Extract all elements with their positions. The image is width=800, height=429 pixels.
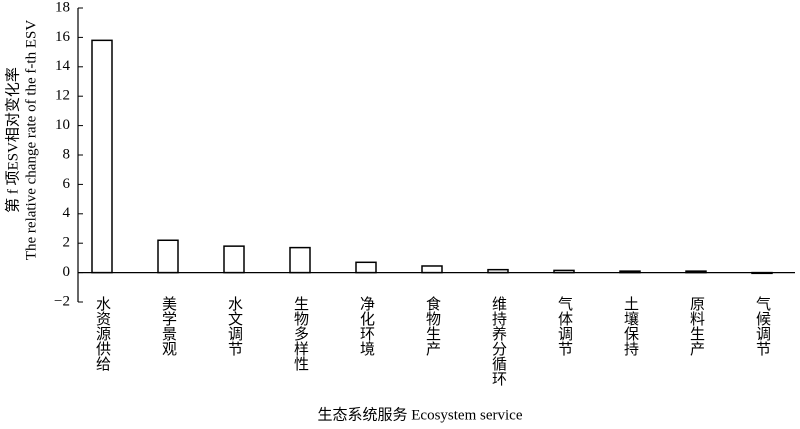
bar [421, 265, 443, 274]
y-axis-label: 第 f 项ESV相对变化率 [3, 67, 21, 213]
x-tick-label: 土壤保持 [622, 296, 639, 357]
y-tick-label: 2 [63, 235, 71, 251]
x-tick-label: 生物多样性 [292, 296, 309, 371]
y-tick-label: 0 [63, 264, 71, 280]
bar [223, 245, 245, 274]
x-axis-label: 生态系统服务 Ecosystem service [318, 406, 523, 423]
bar [685, 270, 707, 274]
x-tick-label: 气候调节 [754, 296, 771, 356]
x-tick-label: 食物生产 [424, 296, 441, 356]
bar [619, 270, 641, 274]
y-tick-label: 10 [55, 117, 70, 133]
y-tick-label: 18 [55, 0, 70, 15]
x-tick-label: 美学景观 [160, 296, 177, 357]
x-tick-label: 维持养分循环 [490, 296, 507, 386]
x-tick-label: 净化环境 [358, 296, 375, 357]
x-tick-label: 气体调节 [556, 296, 573, 356]
bar [91, 39, 113, 274]
y-tick-label: 16 [55, 29, 71, 45]
y-tick-label: −2 [54, 293, 70, 309]
bar [751, 271, 773, 275]
y-tick-label: 6 [63, 176, 71, 192]
bar [289, 246, 311, 274]
bar [355, 261, 377, 274]
bar [487, 268, 509, 274]
y-tick-label: 12 [55, 88, 70, 104]
x-tick-label: 水资源供给 [94, 296, 111, 371]
bar [157, 239, 179, 274]
y-tick-label: 14 [55, 58, 71, 74]
bar [553, 269, 575, 274]
y-tick-label: 8 [63, 146, 71, 162]
y-tick-label: 4 [63, 205, 71, 221]
x-tick-label: 水文调节 [226, 296, 243, 356]
x-tick-label: 原料生产 [688, 296, 705, 356]
y-axis-label: The relative change rate of the f-th ESV [23, 20, 39, 260]
